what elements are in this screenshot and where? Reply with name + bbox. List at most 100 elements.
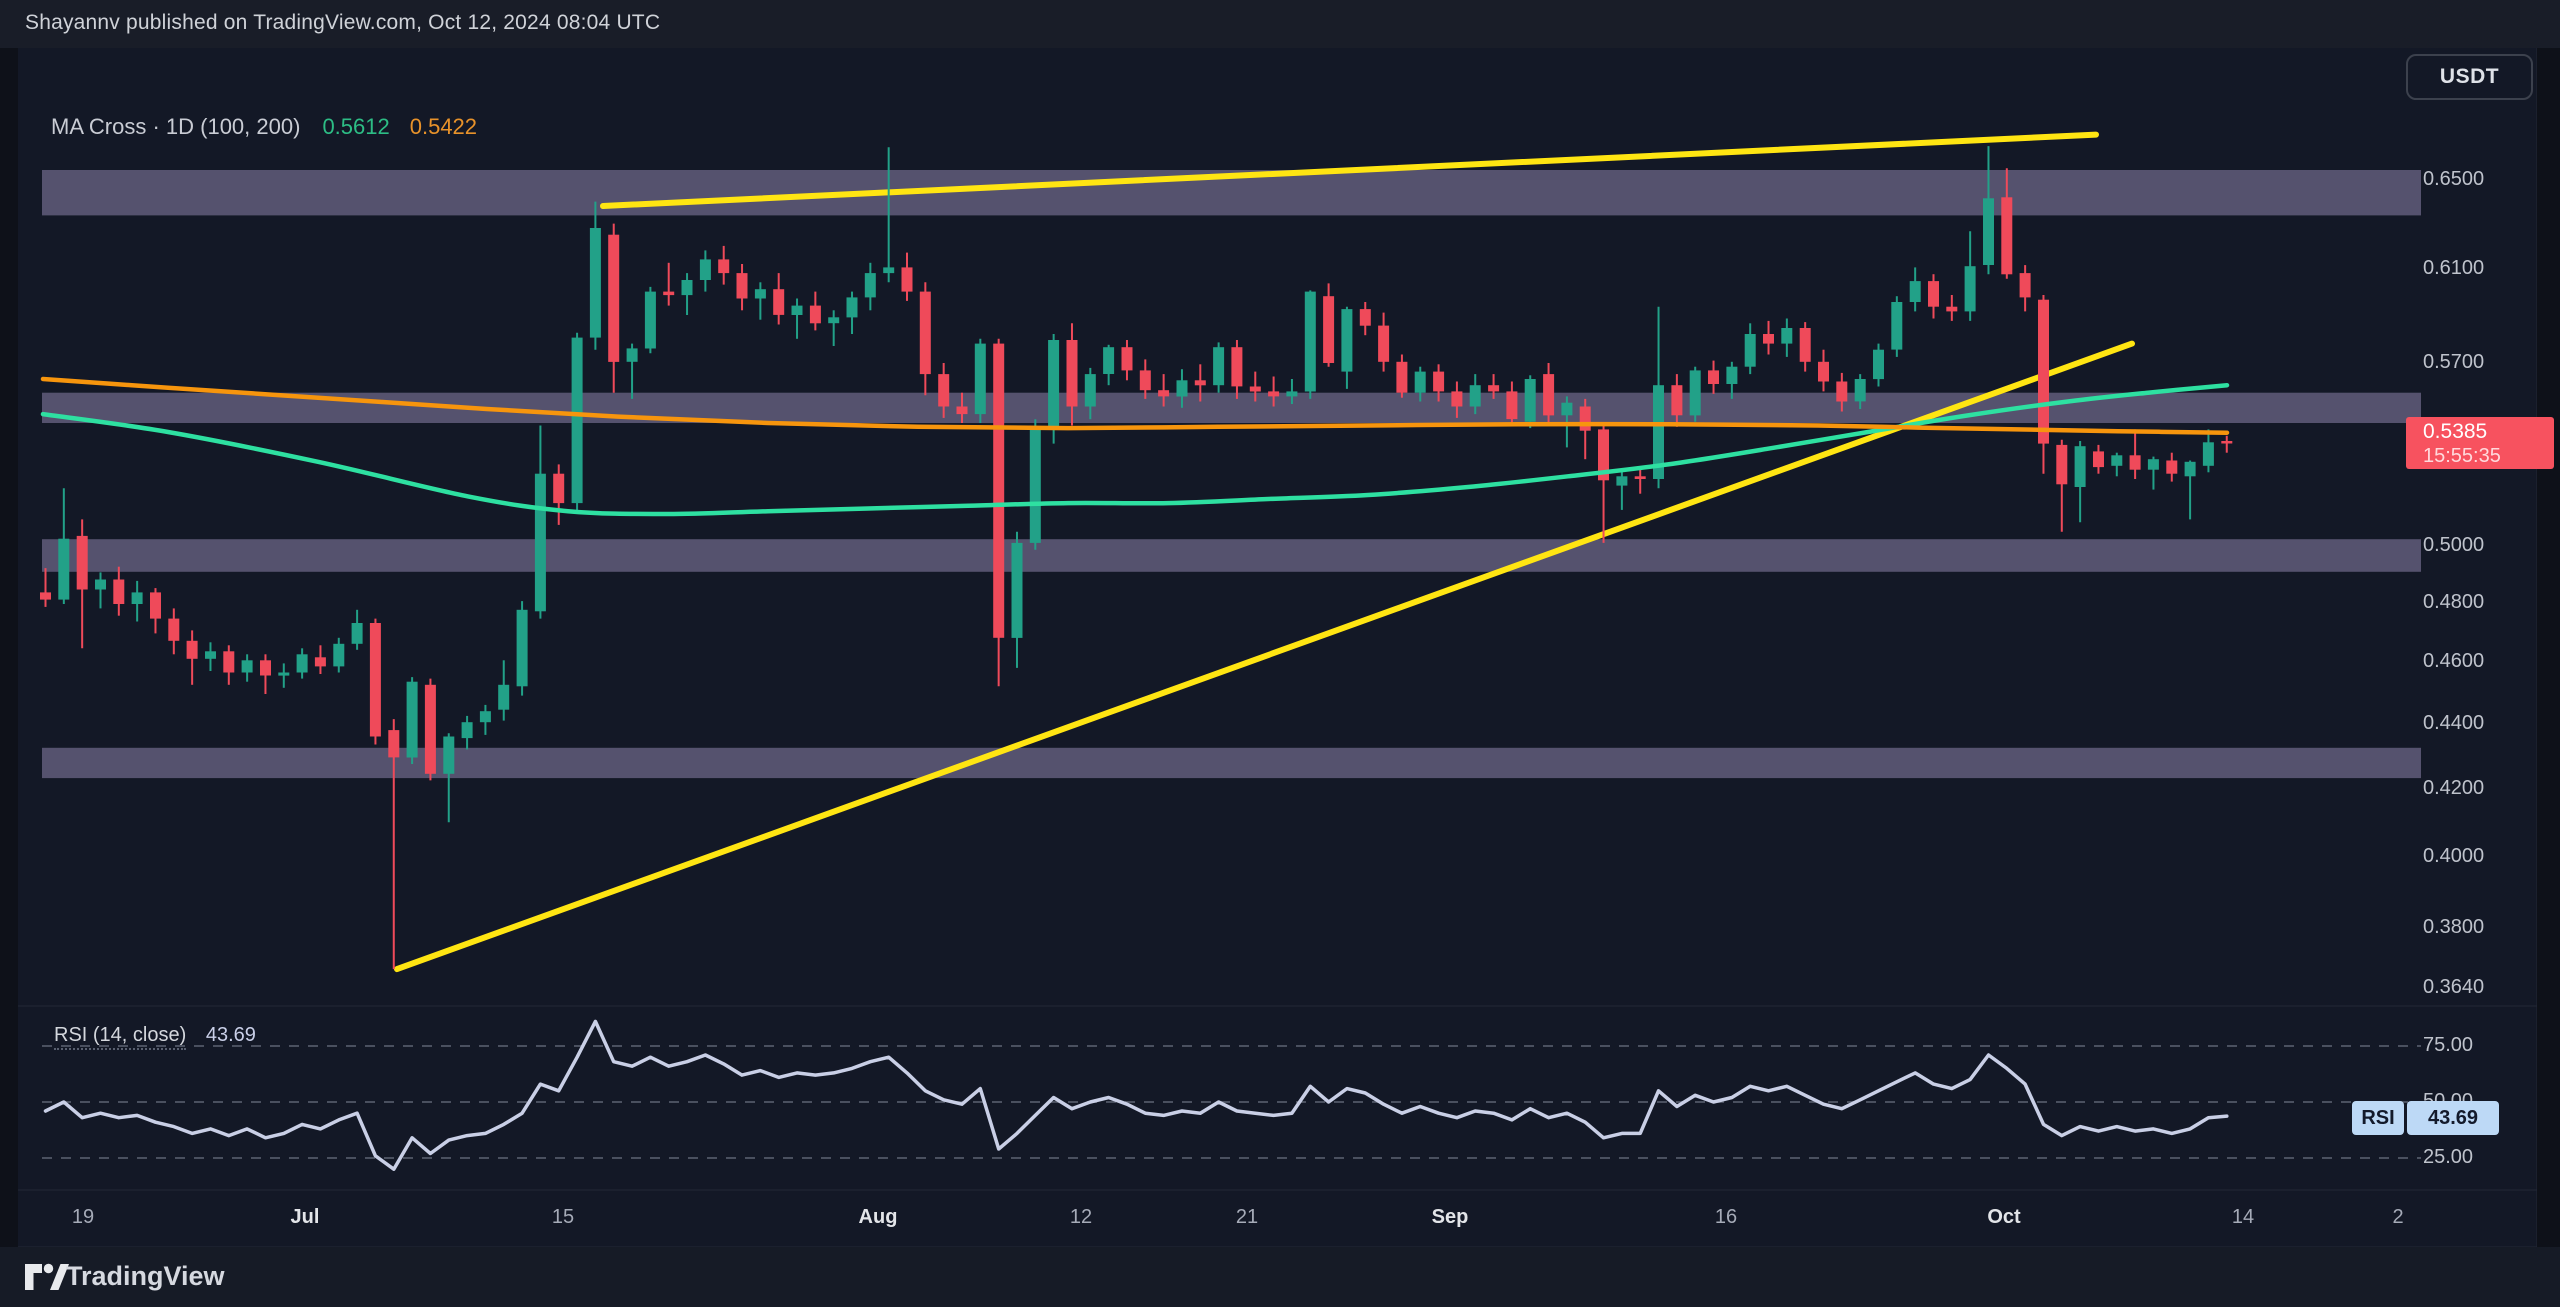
candle-body <box>1194 380 1206 386</box>
tradingview-logo-icon[interactable] <box>24 1262 70 1292</box>
candle-body <box>351 623 363 644</box>
indicator-legend[interactable]: MA Cross · 1D (100, 200) 0.5612 0.5422 <box>51 114 477 140</box>
candle-body <box>1469 385 1481 407</box>
candle-body <box>589 228 601 338</box>
candle-body <box>131 592 143 604</box>
publish-header: Shayannv published on TradingView.com, O… <box>0 0 2560 48</box>
time-label: Jul <box>290 1206 320 1228</box>
candle-body <box>956 406 968 415</box>
ascending-trendline <box>394 340 2135 973</box>
legend-title: MA Cross · 1D (100, 200) <box>51 114 301 139</box>
candle-body <box>1836 381 1848 402</box>
footer-bar: TradingView <box>0 1247 2560 1307</box>
candle-body <box>1689 370 1701 416</box>
ma200-line <box>40 376 2230 435</box>
candle-body <box>40 592 51 600</box>
rsi-legend-value: 43.69 <box>205 1024 256 1046</box>
candle-body <box>1708 370 1719 384</box>
time-label: 21 <box>1235 1206 1259 1228</box>
candle-body <box>2056 444 2068 485</box>
candle-body <box>626 348 638 362</box>
candle-body <box>1433 371 1445 392</box>
candle-body <box>186 640 198 659</box>
candle-body <box>2221 441 2233 444</box>
candle-body <box>1964 266 1976 312</box>
candle-body <box>205 651 216 659</box>
candle-body <box>919 291 931 375</box>
candle-body <box>1176 380 1188 397</box>
candle-body <box>516 609 528 687</box>
candle-body <box>1671 385 1683 416</box>
candlestick-series <box>40 146 2233 970</box>
candle-body <box>1928 281 1939 307</box>
trendlines[interactable] <box>394 131 2135 973</box>
candle-body <box>1946 306 1958 312</box>
time-label: 12 <box>1069 1206 1093 1228</box>
currency-toggle-button[interactable]: USDT <box>2406 54 2533 100</box>
candle-body <box>1451 391 1463 407</box>
candle-body <box>1579 406 1591 431</box>
candle-body <box>1414 371 1426 393</box>
time-label: Oct <box>1987 1206 2021 1228</box>
candle-body <box>1231 347 1243 387</box>
candle-body <box>1524 379 1536 422</box>
candle-body <box>479 711 491 723</box>
candle-body <box>1653 385 1664 479</box>
candle-body <box>2147 459 2159 470</box>
candle-body <box>1341 309 1353 372</box>
candle-body <box>2001 197 2013 275</box>
candle-body <box>1121 347 1133 371</box>
candle-body <box>443 736 455 774</box>
candle-body <box>1268 391 1280 397</box>
candle-body <box>1158 390 1170 397</box>
candle-body <box>296 654 308 673</box>
price-label: 0.6100 <box>2423 257 2485 279</box>
rsi-line <box>43 1019 2229 1171</box>
candle-body <box>2166 460 2178 474</box>
candle-body <box>1488 385 1500 392</box>
candle-body <box>2202 442 2214 466</box>
candle-body <box>113 579 125 604</box>
candle-body <box>461 722 473 739</box>
candle-body <box>1983 198 1994 265</box>
time-label: 2 <box>2392 1206 2404 1228</box>
candle-body <box>260 660 271 676</box>
price-label: 0.4600 <box>2423 650 2485 672</box>
candle-body <box>1873 349 1884 380</box>
candle-body <box>333 643 345 667</box>
price-label: 0.4200 <box>2423 777 2485 799</box>
price-label: 0.3640 <box>2423 976 2485 998</box>
candle-body <box>1634 476 1646 479</box>
candle-body <box>1213 347 1225 386</box>
candle-body <box>1763 334 1774 344</box>
publish-text: Shayannv published on TradingView.com, O… <box>25 11 661 34</box>
price-label: 0.3800 <box>2423 916 2485 938</box>
time-label: Aug <box>858 1206 898 1228</box>
candle-body <box>95 579 106 590</box>
price-label: 0.4800 <box>2423 591 2485 613</box>
candle-body <box>608 234 620 362</box>
candle-body <box>1304 291 1316 392</box>
time-label: 15 <box>551 1206 575 1228</box>
chart-canvas[interactable] <box>18 48 2537 1247</box>
candle-body <box>58 538 70 600</box>
time-label: 19 <box>71 1206 95 1228</box>
footer-brand[interactable]: TradingView <box>66 1261 225 1291</box>
candle-body <box>791 305 803 315</box>
rsi-scale-label: 25.00 <box>2423 1146 2474 1168</box>
candle-body <box>1909 281 1921 302</box>
candle-body <box>1084 374 1096 407</box>
price-label: 0.5000 <box>2423 534 2485 556</box>
candle-body <box>846 297 858 318</box>
candle-body <box>278 672 290 676</box>
candle-body <box>773 289 785 315</box>
candle-body <box>241 660 253 673</box>
rsi-legend[interactable]: RSI (14, close) 43.69 <box>54 1024 256 1050</box>
candle-body <box>754 289 766 299</box>
candle-body <box>974 343 986 415</box>
candle-body <box>223 651 235 673</box>
candle-body <box>571 337 583 504</box>
candle-body <box>1854 379 1866 402</box>
candle-body <box>314 657 326 667</box>
candle-body <box>663 291 675 296</box>
